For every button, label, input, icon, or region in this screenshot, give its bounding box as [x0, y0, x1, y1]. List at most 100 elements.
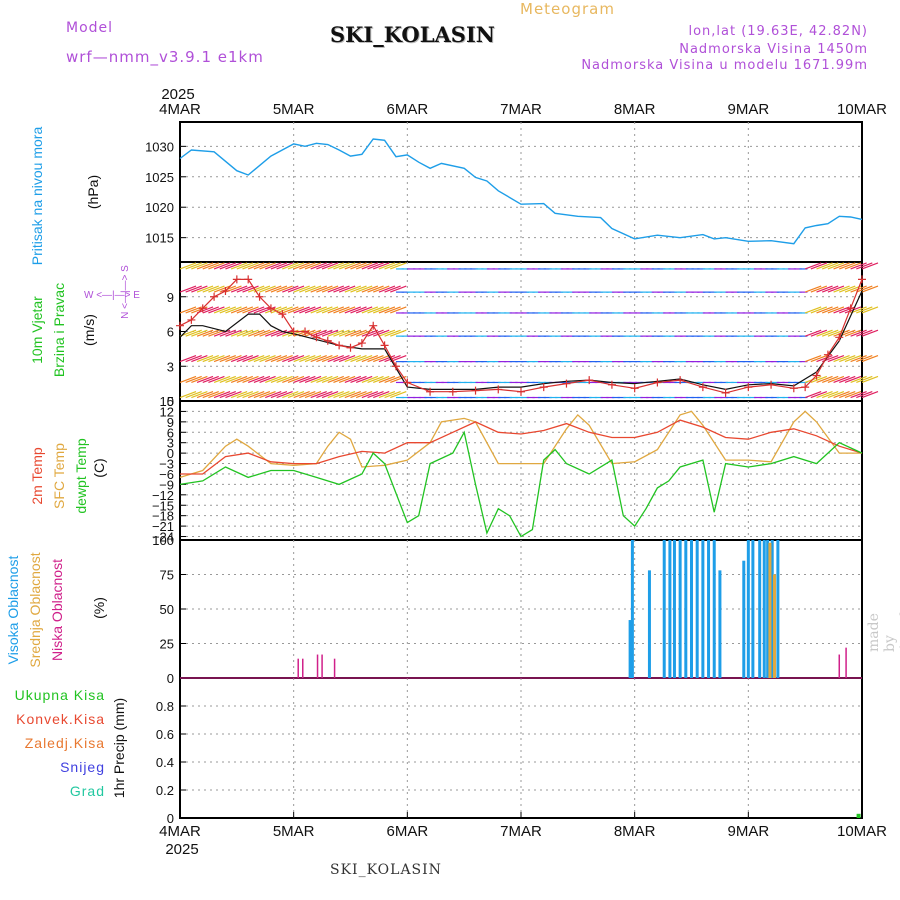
- temp-sfc-label: SFC Temp: [51, 443, 67, 509]
- pressure-axis-title: Pritisak na nivou mora: [29, 127, 45, 266]
- y-tick-label: −21: [152, 519, 174, 534]
- x-tick-label-top: 10MAR: [837, 101, 887, 118]
- wind-arrow: [310, 306, 327, 314]
- wind-arrow: [839, 262, 856, 270]
- wind-arrow: [310, 262, 327, 270]
- wind-speed-marker: [323, 336, 332, 345]
- wind-arrow: [225, 306, 242, 314]
- wind-arrow: [833, 355, 850, 363]
- y-tick-label: 6: [167, 325, 174, 340]
- wind-arrow: [259, 355, 276, 363]
- wind-arrow: [822, 390, 839, 399]
- y-tick-label: −18: [152, 509, 174, 524]
- cloud-bar: [838, 654, 841, 678]
- wind-arrow: [259, 375, 276, 384]
- wind-speed-marker: [539, 383, 548, 392]
- wind-arrow: [304, 355, 322, 363]
- wind-arrow: [179, 285, 197, 293]
- wind-arrow: [355, 390, 373, 399]
- wind-arrow: [316, 390, 333, 399]
- cloud-bar: [662, 540, 666, 678]
- wind-arrow: [282, 375, 299, 384]
- wind-arrow: [236, 375, 254, 384]
- wind-arrow: [236, 285, 254, 293]
- cloud-low-label: Niska Oblacnost: [49, 559, 65, 661]
- wind-arrow: [333, 375, 350, 384]
- wind-speed-marker: [403, 378, 412, 387]
- wind-compass-vertical: N <—|—> S: [120, 265, 131, 319]
- cloud-bar: [695, 540, 699, 678]
- wind-arrow: [287, 390, 305, 399]
- x-tick-label-bottom: 6MAR: [386, 823, 428, 840]
- wind-speed-marker: [676, 376, 685, 385]
- wind-arrow: [378, 329, 396, 337]
- wind-arrow: [344, 285, 362, 293]
- wind-speed-marker: [767, 380, 776, 389]
- wind-arrow: [196, 329, 214, 337]
- wind-speed-marker: [721, 388, 730, 397]
- wind-arrow: [367, 285, 384, 293]
- wind-arrow: [321, 355, 339, 363]
- wind-speed-marker: [698, 383, 707, 392]
- y-tick-label: 0.6: [156, 727, 174, 742]
- cloud-bar: [678, 540, 682, 678]
- wind-arrow: [850, 390, 867, 399]
- wind-arrow: [378, 375, 396, 384]
- wind-arrow: [276, 262, 293, 270]
- wind-arrow: [230, 329, 248, 337]
- precip-legend-item: Ukupna Kisa: [15, 687, 105, 703]
- wind-arrow: [327, 285, 344, 293]
- wind-arrow: [338, 262, 356, 270]
- wind-arrow: [321, 285, 339, 293]
- year-label-bottom: 2025: [165, 841, 198, 858]
- wind-arrow: [287, 306, 305, 314]
- wind-arrow: [213, 390, 231, 399]
- wind-arrow: [373, 390, 390, 399]
- wind-arrow: [242, 375, 259, 384]
- cloud-bar: [751, 540, 755, 678]
- wind-arrow: [202, 355, 219, 363]
- wind-arrow: [856, 375, 873, 384]
- wind-arrow: [856, 285, 873, 293]
- cloud-bar: [684, 540, 688, 678]
- x-tick-label-top: 7MAR: [500, 101, 542, 118]
- wind-arrow: [304, 306, 322, 314]
- temp-dewpoint-label: dewpt Temp: [73, 438, 89, 513]
- wind-arrow: [287, 262, 305, 270]
- wind-arrow: [816, 285, 833, 293]
- wind-arrow: [822, 285, 839, 293]
- wind-arrow: [856, 262, 873, 270]
- wind-axis-title: 10m Vjetar: [29, 296, 45, 364]
- wind-arrow: [304, 285, 322, 293]
- wind-arrow: [265, 329, 282, 337]
- wind-arrow: [230, 262, 248, 270]
- wind-arrow: [384, 355, 401, 363]
- wind-arrow: [822, 262, 839, 270]
- wind-arrow: [299, 355, 316, 363]
- y-tick-label: −3: [159, 457, 174, 472]
- wind-arrow: [299, 306, 316, 314]
- precip-legend-item: Zaledj.Kisa: [25, 735, 105, 751]
- wind-speed-marker: [562, 379, 571, 388]
- wind-arrow: [361, 285, 379, 293]
- wind-arrow: [373, 329, 390, 337]
- wind-arrow: [185, 390, 202, 399]
- wind-arrow: [253, 262, 271, 270]
- wind-arrow: [287, 375, 305, 384]
- wind-arrow: [321, 306, 339, 314]
- wind-arrow: [230, 390, 248, 399]
- wind-arrow: [822, 375, 839, 384]
- wind-arrow: [390, 285, 407, 293]
- wind-arrow: [253, 329, 271, 337]
- wind-arrow: [327, 375, 344, 384]
- y-tick-label: 9: [167, 290, 174, 305]
- wind-arrow: [344, 306, 362, 314]
- wind-arrow: [236, 329, 254, 337]
- wind-arrow: [378, 355, 396, 363]
- wind-arrow: [327, 306, 344, 314]
- wind-arrow: [850, 262, 867, 270]
- wind-arrow: [282, 355, 299, 363]
- wind-speed-marker: [232, 275, 241, 284]
- wind-arrow: [384, 375, 401, 384]
- wind-arrow: [310, 390, 327, 399]
